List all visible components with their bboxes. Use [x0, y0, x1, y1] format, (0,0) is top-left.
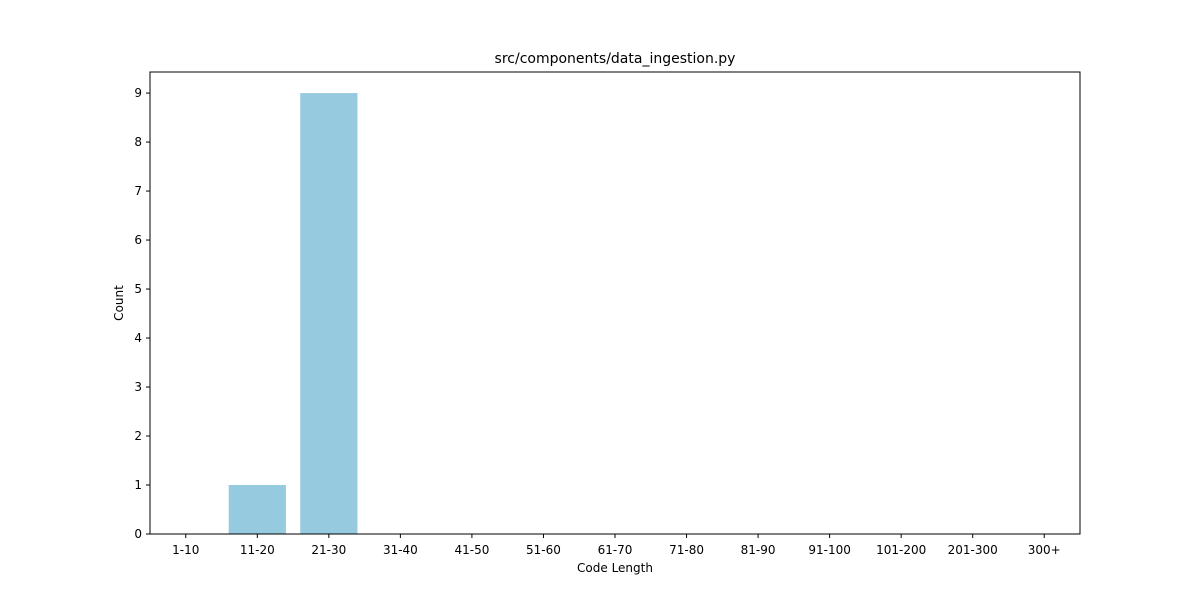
x-axis: 1-10 11-20 21-30 31-40 41-50 51-60 61-70 71-80 8… [172, 534, 1061, 557]
y-tick-label: 3 [134, 380, 142, 394]
x-tick-label: 51-60 [526, 543, 561, 557]
chart-title: src/components/data_ingestion.py [495, 51, 736, 67]
y-tick-label: 9 [134, 86, 142, 100]
y-tick-label: 1 [134, 478, 142, 492]
y-axis-label: Count [112, 285, 126, 321]
x-tick-label: 71-80 [669, 543, 704, 557]
x-tick-label: 91-100 [808, 543, 851, 557]
x-tick-label: 11-20 [240, 543, 275, 557]
bars-group [228, 93, 358, 535]
x-tick-label: 300+ [1028, 543, 1061, 557]
x-axis-label: Code Length [577, 561, 653, 575]
bar-11-20 [228, 485, 286, 534]
plot-frame [149, 71, 1081, 535]
x-tick-label: 41-50 [454, 543, 489, 557]
y-axis: 0 1 2 3 4 5 6 7 8 9 [134, 86, 150, 541]
y-tick-label: 7 [134, 184, 142, 198]
y-tick-label: 5 [134, 282, 142, 296]
y-tick-label: 4 [134, 331, 142, 345]
x-tick-label: 201-300 [948, 543, 998, 557]
y-tick-label: 6 [134, 233, 142, 247]
x-tick-label: 81-90 [741, 543, 776, 557]
bar-21-30 [300, 93, 358, 535]
x-tick-label: 101-200 [876, 543, 926, 557]
x-tick-label: 21-30 [311, 543, 346, 557]
x-tick-label: 31-40 [383, 543, 418, 557]
y-tick-label: 2 [134, 429, 142, 443]
y-tick-label: 8 [134, 135, 142, 149]
x-tick-label: 1-10 [172, 543, 199, 557]
y-tick-label: 0 [134, 527, 142, 541]
x-tick-label: 61-70 [598, 543, 633, 557]
